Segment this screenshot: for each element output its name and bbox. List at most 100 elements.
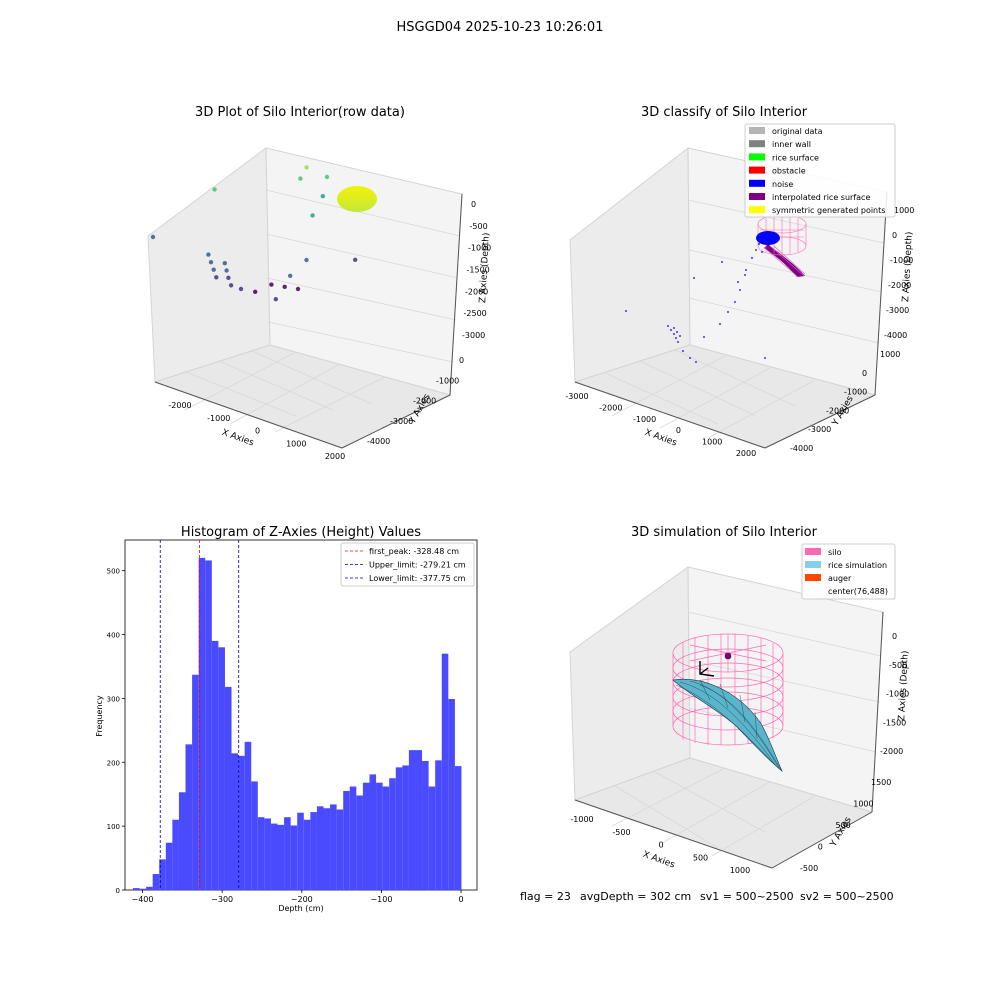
panel1-point (212, 187, 217, 192)
panel1-point (222, 261, 227, 266)
panel3-bar (408, 750, 416, 890)
footer-avg-depth: avgDepth = 302 cm (580, 890, 691, 903)
panel2-noise-point (734, 301, 736, 303)
panel1-point (282, 284, 287, 289)
panel1-point (208, 260, 214, 265)
panel2-y-axis-line (764, 394, 876, 449)
panel2-noise-point (670, 329, 672, 331)
panel3-bar (152, 874, 160, 890)
panel3-bar (362, 782, 370, 890)
panel3-ytick-label-5: 500 (107, 568, 120, 576)
panel2-noise-point (677, 341, 679, 343)
panel3-bar (310, 812, 317, 890)
panel1-z-tick-1: -500 (470, 222, 488, 231)
panel4-legend-swatch-0 (805, 548, 821, 555)
panel4-y-tick-2: 500 (836, 821, 851, 830)
panel3-bar (336, 809, 344, 890)
panel1-axes-box (147, 147, 463, 449)
panel4-zlabel: Z Axies (Depth) (897, 650, 911, 721)
panel3-bar (284, 817, 291, 890)
panel3-bars (132, 557, 462, 890)
panel-classify: 3D classify of Silo Interior (565, 105, 914, 458)
panel4-z-axis-line (871, 611, 884, 813)
panel4-y-tick-3: 0 (818, 843, 823, 852)
panel1-x-tick-2: 0 (255, 427, 260, 436)
panel4-y-tick-1: 1000 (853, 800, 873, 809)
panel4-z-tick-2: -1000 (886, 690, 909, 699)
footer-sv2: sv2 = 500~2500 (800, 890, 894, 903)
panel1-point (224, 268, 229, 273)
panel4-legend-swatch-2 (805, 574, 821, 581)
panel2-y-tick-5: -4000 (790, 444, 813, 453)
panel3-bar (435, 760, 442, 890)
panel3-bar (198, 557, 206, 890)
panel4-x-axis-line (574, 799, 773, 869)
panel4-y-tick-4: -500 (800, 864, 818, 873)
panel2-noise-point (673, 333, 675, 335)
panel2-legend-label-2: rice surface (772, 153, 819, 162)
panel3-xlabel: Depth (cm) (278, 904, 323, 913)
panel3-bar (172, 819, 179, 890)
panel1-point (324, 174, 330, 180)
panel1-point (253, 289, 258, 294)
panel2-y-tick-2: -1000 (844, 388, 867, 397)
panel2-noise-point (761, 251, 763, 253)
panel4-title: 3D simulation of Silo Interior (631, 525, 818, 540)
panel3-bar (428, 786, 436, 890)
footer-status: flag = 23 avgDepth = 302 cm sv1 = 500~25… (520, 890, 894, 903)
panel3-bar (192, 674, 199, 890)
panel2-noise-point (675, 337, 677, 339)
panel2-noise-point (764, 357, 766, 359)
panel4-center-marker (724, 652, 732, 660)
panel2-noise-cluster (756, 231, 780, 245)
panel4-x-tick-0: -1000 (570, 815, 593, 824)
panel3-bar (244, 741, 252, 890)
panel3-bar (343, 791, 350, 890)
panel1-x-tick-4: 2000 (325, 452, 345, 461)
panel2-noise-point (744, 274, 746, 276)
panel1-point (295, 286, 301, 292)
panel2-legend-swatch-3 (749, 166, 765, 174)
panel3-ytick-label-0: 0 (116, 887, 120, 895)
panel3-bar (185, 744, 193, 890)
panel3-bar (448, 699, 455, 890)
panel3-bar (395, 767, 403, 890)
panel2-x-tick-4: 1000 (702, 438, 722, 447)
panel4-legend-label-3: center(76,488) (828, 587, 888, 596)
panel2-noise-point (693, 277, 695, 279)
panel2-legend-swatch-4 (749, 179, 765, 187)
panel2-legend-label-0: original data (772, 127, 823, 136)
panel3-bar (224, 686, 232, 890)
panel4-legend-label-2: auger (828, 574, 852, 583)
panel3-bar (146, 886, 153, 890)
panel1-point (310, 213, 315, 218)
panel3-bar (178, 792, 186, 890)
panel2-noise-point (679, 335, 681, 337)
panel4-tick-labels: -1000 -500 0 500 1000 1500 1000 500 0 -500 0 -500 -1… (570, 632, 909, 875)
panel1-z-tick-2: -1000 (468, 244, 491, 253)
panel2-noise-point (676, 331, 678, 333)
panel4-y-tick-0: 1500 (871, 778, 891, 787)
panel3-ytick-label-1: 100 (107, 823, 120, 831)
panel4-legend-swatch-1 (805, 561, 821, 568)
panel-histogram: Histogram of Z-Axies (Height) Values −40… (95, 525, 478, 913)
panel2-legend-label-6: symmetric generated points (772, 206, 885, 215)
panel1-rice-surface-cluster (337, 186, 377, 212)
panel1-point (238, 286, 244, 292)
panel1-xlabel: X Axies (220, 428, 255, 449)
panel2-legend-label-1: inner wall (772, 140, 811, 149)
panel3-bar (264, 818, 271, 890)
panel3-bar (231, 753, 239, 890)
panel1-point (304, 257, 309, 263)
panel3-bar (205, 560, 212, 890)
panel2-noise-point (737, 281, 739, 283)
panel3-ytick-label-4: 400 (107, 632, 120, 640)
panel3-bar (277, 824, 285, 890)
panel3-bar (270, 823, 278, 890)
panel1-point (269, 282, 274, 287)
panel2-legend-swatch-2 (749, 153, 765, 161)
panel1-y-tick-1: -1000 (436, 376, 459, 385)
panel1-zlabel: Z Axies (Depth) (478, 232, 492, 303)
panel2-x-tick-5: 2000 (736, 449, 756, 458)
